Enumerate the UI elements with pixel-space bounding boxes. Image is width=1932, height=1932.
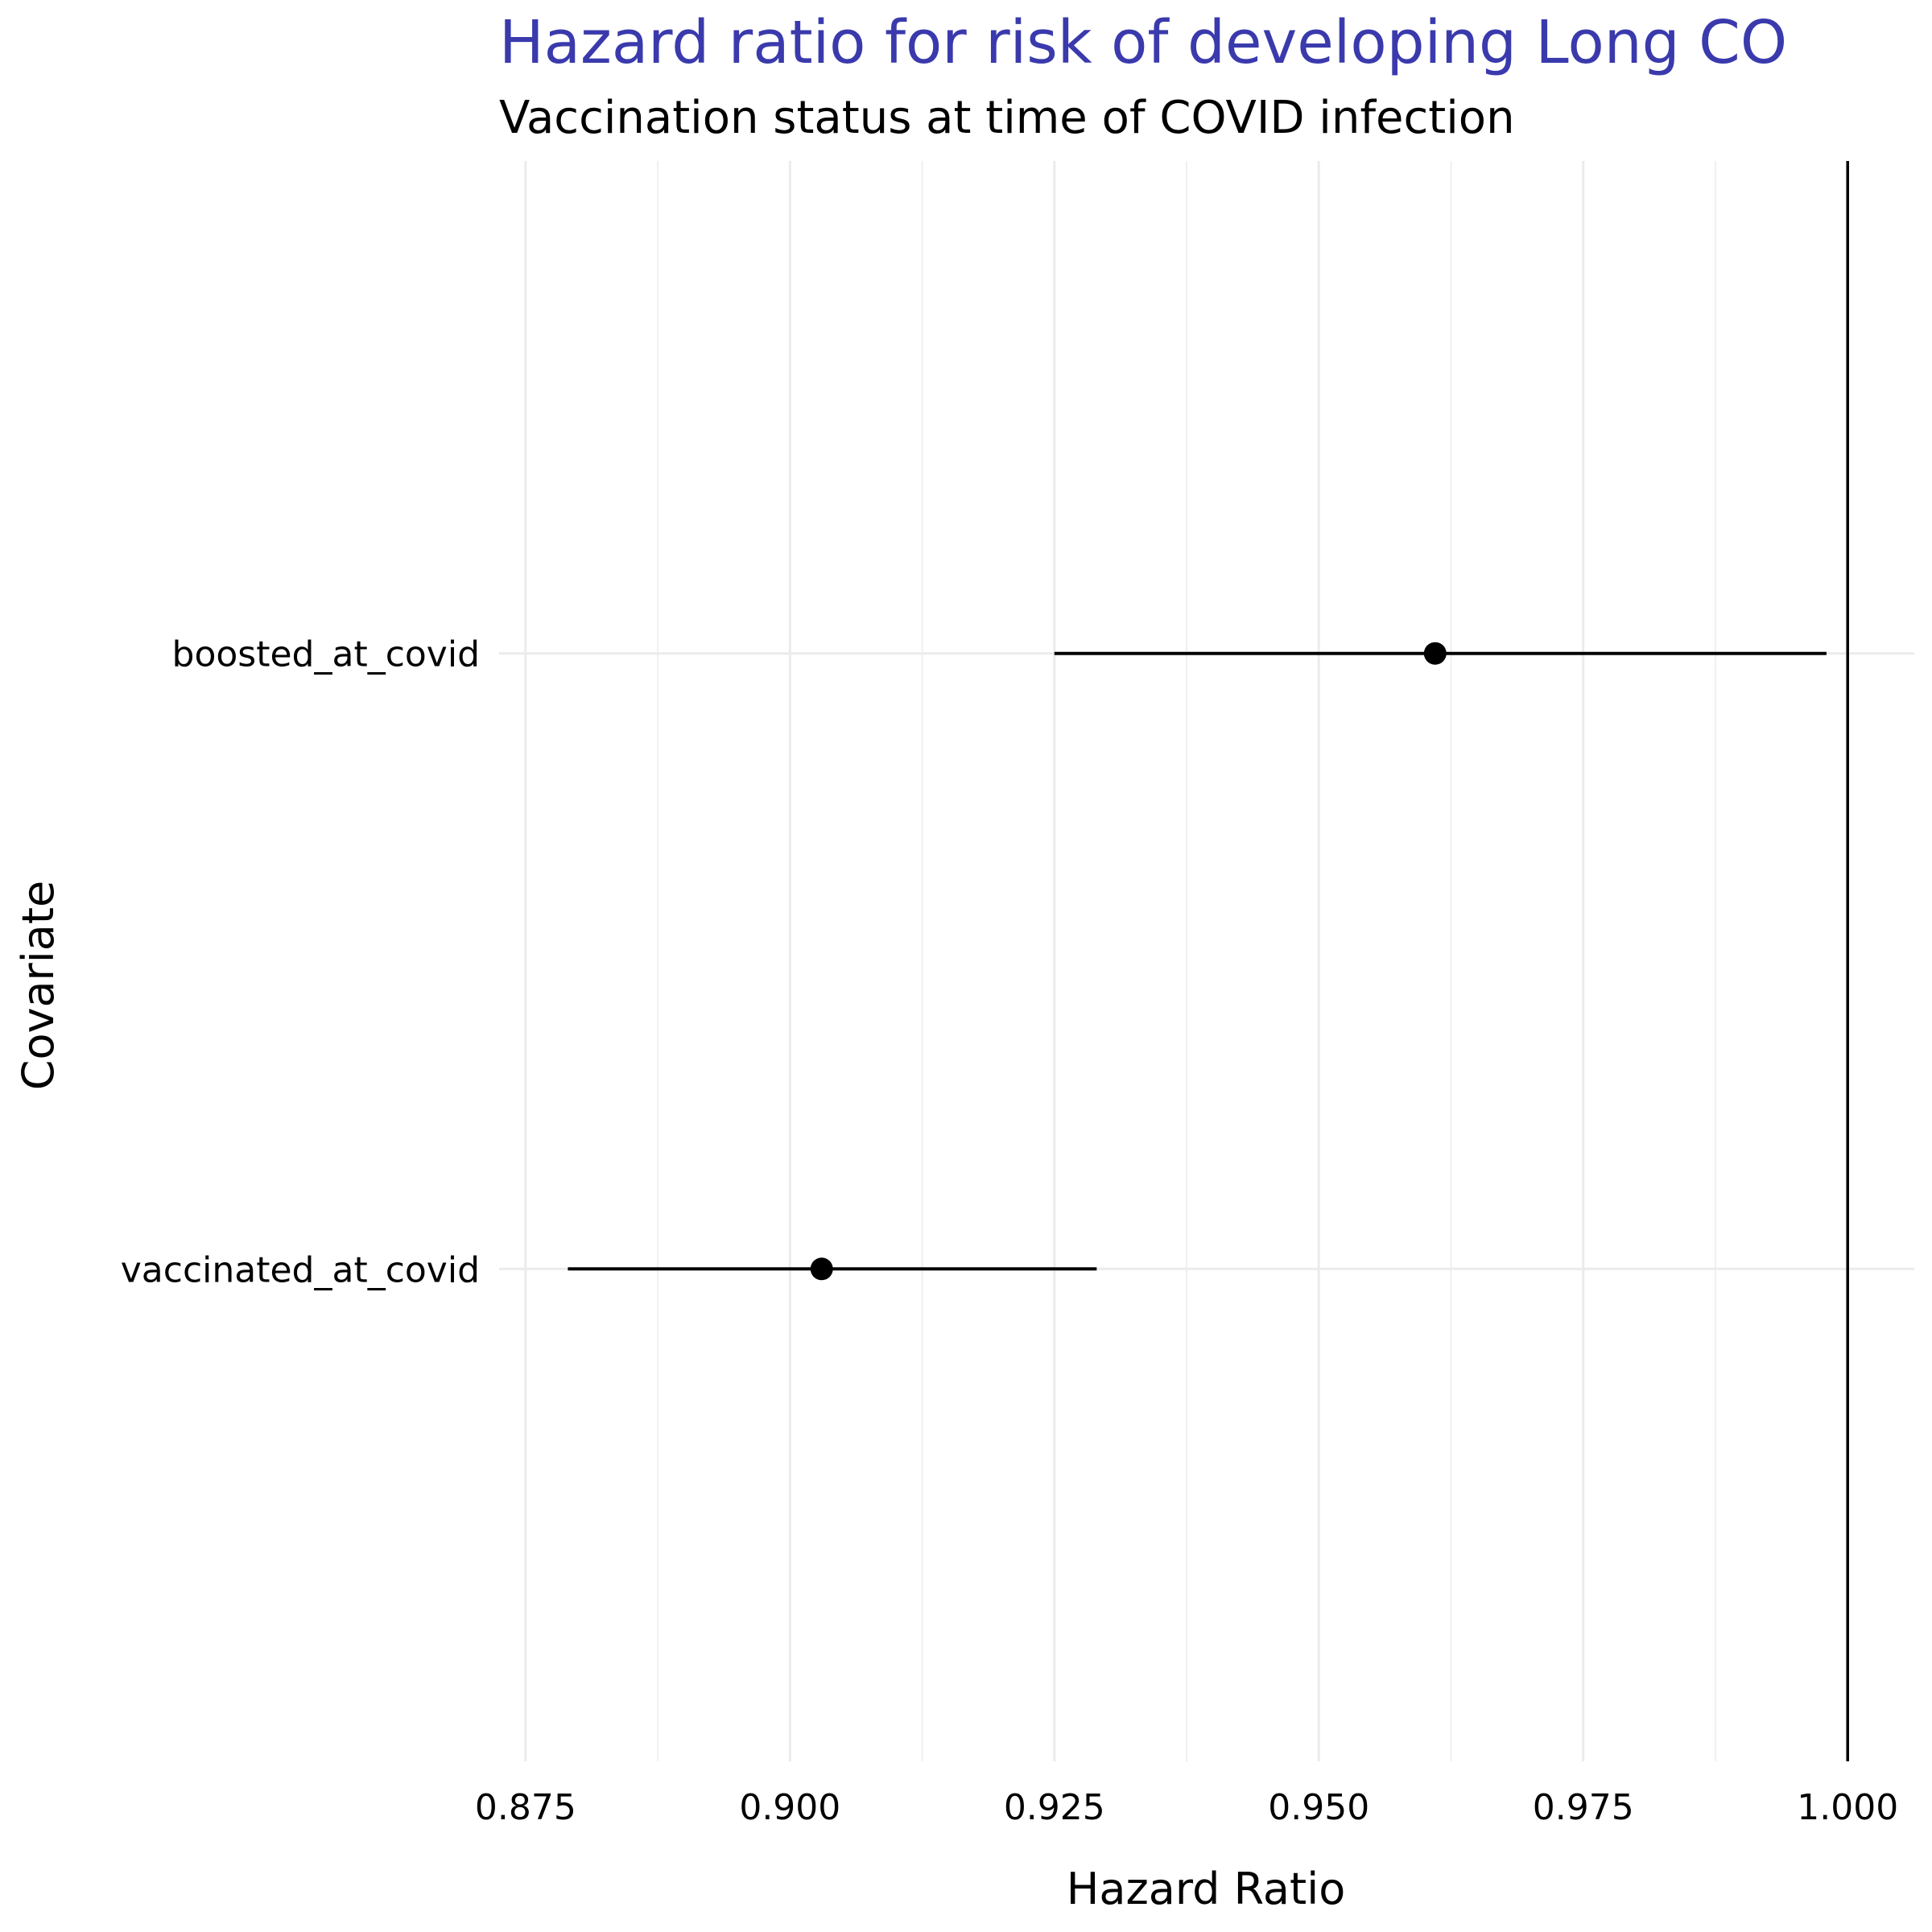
x-tick-label: 0.925: [1004, 1787, 1105, 1828]
y-category-label: vaccinated_at_covid: [121, 1249, 480, 1290]
estimate-point: [1423, 642, 1447, 665]
tick-label-layer: 0.875 0.900 0.925 0.950 0.975 1.000: [475, 1787, 1898, 1828]
y-axis-title: Covariate: [13, 881, 64, 1090]
x-tick-label: 0.950: [1268, 1787, 1369, 1828]
y-category-label: boosted_at_covid: [172, 634, 480, 675]
x-axis-title: Hazard Ratio: [1067, 1864, 1345, 1914]
estimate-point: [810, 1257, 833, 1281]
marks-layer: [568, 642, 1827, 1281]
x-tick-label: 0.875: [475, 1787, 576, 1828]
grid-layer: [499, 161, 1914, 1761]
chart-title: Hazard ratio for risk of developing Long…: [499, 8, 1787, 77]
category-label-layer: boosted_at_covid vaccinated_at_covid: [121, 634, 480, 1291]
x-tick-label: 1.000: [1797, 1787, 1898, 1828]
chart-subtitle: Vaccination status at time of COVID infe…: [499, 92, 1515, 144]
x-tick-label: 0.900: [739, 1787, 840, 1828]
x-tick-label: 0.975: [1533, 1787, 1634, 1828]
